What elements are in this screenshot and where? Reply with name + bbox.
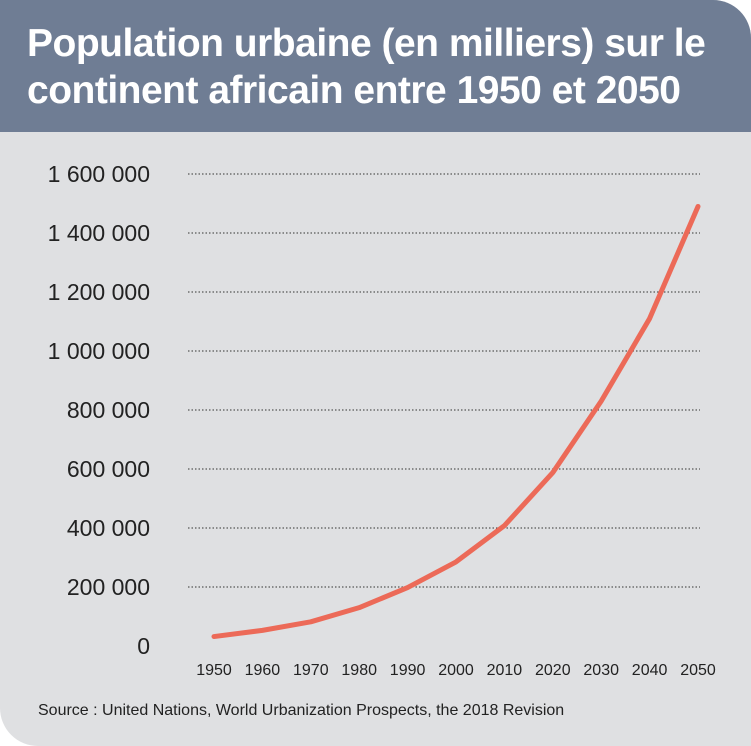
source-note: Source : United Nations, World Urbanizat… xyxy=(38,702,565,719)
y-tick-label: 1 400 000 xyxy=(48,220,150,246)
y-axis-ticks: 0 200 000 400 000 600 000 800 000 1 000 000 1 … xyxy=(48,161,150,659)
x-axis-ticks: 1950 1960 1970 1980 1990 2000 2010 2020 2030 2040… xyxy=(196,662,716,679)
x-tick-label: 2000 xyxy=(438,662,474,679)
x-tick-label: 2040 xyxy=(632,662,668,679)
y-tick-label: 600 000 xyxy=(67,456,150,482)
series-line xyxy=(211,203,701,640)
y-tick-label: 0 xyxy=(137,633,150,659)
series-layer xyxy=(211,203,701,640)
x-tick-label: 2030 xyxy=(583,662,619,679)
chart-title: Population urbaine (en milliers) sur le … xyxy=(27,22,706,112)
y-tick-label: 800 000 xyxy=(67,397,150,423)
x-tick-label: 1970 xyxy=(293,662,329,679)
gridlines xyxy=(188,173,700,588)
x-tick-label: 2010 xyxy=(487,662,523,679)
y-tick-label: 1 600 000 xyxy=(48,161,150,187)
x-tick-label: 2050 xyxy=(680,662,716,679)
x-tick-label: 1950 xyxy=(196,662,232,679)
x-tick-label: 1980 xyxy=(341,662,377,679)
line-chart: 0 200 000 400 000 600 000 800 000 1 000 000 1 … xyxy=(48,161,716,679)
x-tick-label: 1990 xyxy=(390,662,426,679)
y-tick-label: 1 200 000 xyxy=(48,279,150,305)
title-banner: Population urbaine (en milliers) sur le … xyxy=(0,0,751,132)
y-tick-label: 400 000 xyxy=(67,515,150,541)
y-tick-label: 1 000 000 xyxy=(48,338,150,364)
x-tick-label: 1960 xyxy=(245,662,281,679)
x-tick-label: 2020 xyxy=(535,662,571,679)
y-tick-label: 200 000 xyxy=(67,574,150,600)
